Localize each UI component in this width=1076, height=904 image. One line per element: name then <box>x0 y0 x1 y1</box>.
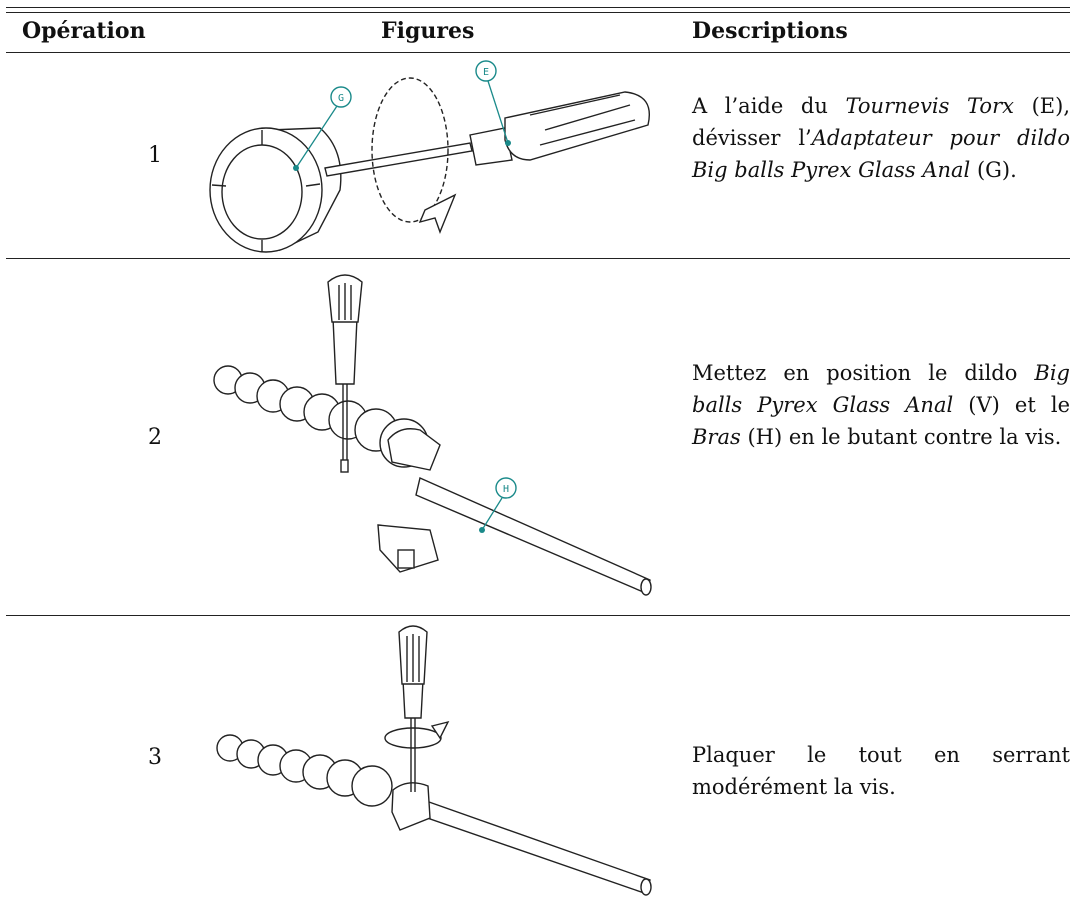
figure-2: H <box>213 274 652 596</box>
header-cell: Descriptions <box>692 18 848 44</box>
description: Mettez en position le dildo Big balls Py… <box>692 357 1070 453</box>
top-rule <box>6 12 1070 13</box>
description-text: (H) en le butant contre la vis. <box>740 425 1062 449</box>
header-cell: Opération <box>22 18 146 44</box>
row-rule <box>6 258 1070 259</box>
description-italic: Tournevis Torx <box>845 94 1014 118</box>
operation-number: 1 <box>148 143 162 168</box>
figure-label: G <box>338 93 344 104</box>
description-text: Plaquer le tout en serrant modérément la… <box>692 743 1070 799</box>
description-text: Mettez en position le dildo <box>692 361 1035 385</box>
row-rule <box>6 615 1070 616</box>
description: Plaquer le tout en serrant modérément la… <box>692 739 1070 803</box>
description-italic: Bras <box>692 425 741 449</box>
header-cell: Figures <box>381 18 475 44</box>
figure-label: H <box>503 484 509 495</box>
description-text: (G). <box>970 158 1017 182</box>
operation-number: 2 <box>148 425 162 450</box>
description: A l’aide du Tournevis Torx (E), dévisser… <box>692 90 1070 186</box>
figure-label: E <box>483 67 489 78</box>
description-text: (V) et le <box>953 393 1070 417</box>
top-rule <box>6 7 1070 8</box>
operation-number: 3 <box>148 745 162 770</box>
figure-3 <box>216 625 652 896</box>
figure-1: G E <box>209 60 650 253</box>
header-rule <box>6 52 1070 53</box>
description-text: (E), dévisser l’ <box>692 94 1070 150</box>
description-italic: Adaptateur pour dildo Big balls Pyrex Gl… <box>692 126 1070 182</box>
description-text: A l’aide du <box>692 94 846 118</box>
description-italic: Big balls Pyrex Glass Anal <box>692 361 1070 417</box>
